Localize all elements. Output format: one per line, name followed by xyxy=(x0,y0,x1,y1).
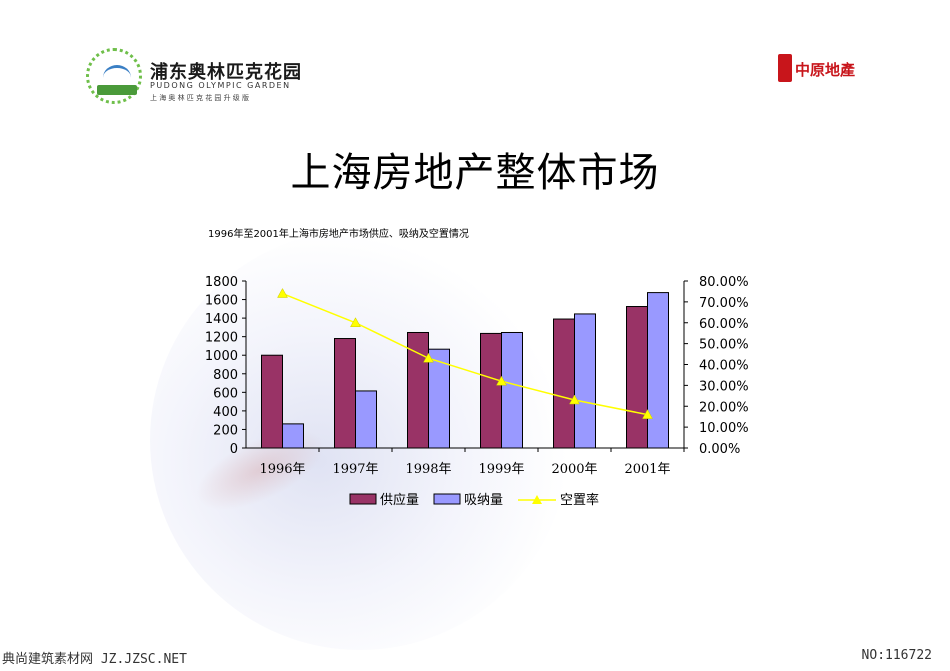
x-tick-label: 1998年 xyxy=(405,462,451,477)
x-tick-label: 1999年 xyxy=(478,462,524,477)
emblem-label xyxy=(97,85,137,95)
y-right-tick-label: 0.00% xyxy=(699,442,740,457)
legend-label: 吸纳量 xyxy=(464,493,503,508)
y-right-tick-label: 30.00% xyxy=(699,379,749,394)
olympic-garden-emblem-icon xyxy=(86,48,142,104)
y-left-tick-label: 800 xyxy=(213,368,238,383)
chart-title: 1996年至2001年上海市房地产市场供应、吸纳及空置情况 xyxy=(208,229,469,240)
y-right-tick-label: 70.00% xyxy=(699,296,749,311)
centaline-emblem-icon xyxy=(778,54,792,82)
y-left-tick-label: 600 xyxy=(213,386,238,401)
y-right-tick-label: 60.00% xyxy=(699,317,749,332)
bar-supply xyxy=(626,306,648,449)
vacancy-rate-line xyxy=(282,292,648,416)
bar-supply xyxy=(334,338,356,449)
legend-label: 供应量 xyxy=(380,492,419,508)
y-left-tick-label: 1400 xyxy=(205,312,238,327)
y-left-tick-label: 1600 xyxy=(205,294,238,309)
y-left-tick-label: 1200 xyxy=(205,331,238,346)
bar-absorption xyxy=(355,390,377,449)
bar-absorption xyxy=(428,348,450,449)
page-title: 上海房地产整体市场 xyxy=(290,150,660,196)
x-tick-label: 1996年 xyxy=(259,462,305,477)
footer-number: NO:116722 xyxy=(861,648,932,663)
vacancy-rate-point xyxy=(569,394,580,405)
bar-absorption xyxy=(647,292,669,449)
vacancy-rate-point xyxy=(350,317,361,327)
bar-supply xyxy=(480,332,502,449)
y-right-tick-label: 50.00% xyxy=(699,338,749,353)
y-left-tick-label: 400 xyxy=(213,405,238,420)
bar-absorption xyxy=(501,331,523,449)
centaline-logo-text: 中原地產 xyxy=(795,61,856,79)
y-right-tick-label: 80.00% xyxy=(699,275,749,290)
y-left-tick-label: 1000 xyxy=(205,349,238,364)
x-tick-label: 2000年 xyxy=(551,462,597,477)
x-tick-label: 2001年 xyxy=(624,462,670,477)
bar-absorption xyxy=(574,313,596,449)
legend-label: 空置率 xyxy=(560,492,599,508)
bar-supply xyxy=(553,318,575,449)
logo-subtitle-cn: 上海奥林匹克花园升级版 xyxy=(150,94,252,102)
y-right-tick-label: 10.00% xyxy=(699,421,749,436)
vacancy-rate-point xyxy=(642,409,653,419)
footer-watermark: 典尚建筑素材网 JZ.JZSC.NET xyxy=(2,652,187,667)
y-left-tick-label: 1800 xyxy=(205,275,238,290)
bar-supply xyxy=(261,354,283,449)
legend-marker xyxy=(532,495,542,504)
bar-absorption xyxy=(282,423,304,449)
logo-title: 浦东奥林匹克花园 xyxy=(150,62,302,83)
legend-swatch xyxy=(433,493,461,505)
y-right-tick-label: 40.00% xyxy=(699,359,749,374)
legend-swatch xyxy=(349,493,377,505)
logo-subtitle-en: PUDONG OLYMPIC GARDEN xyxy=(150,81,291,90)
vacancy-rate-point xyxy=(496,375,507,386)
y-left-tick-label: 200 xyxy=(213,423,238,438)
x-tick-label: 1997年 xyxy=(332,462,378,477)
pudong-olympic-garden-logo: 浦东奥林匹克花园 PUDONG OLYMPIC GARDEN 上海奥林匹克花园升… xyxy=(86,48,306,108)
y-right-tick-label: 20.00% xyxy=(699,400,749,415)
emblem-swoosh xyxy=(103,65,131,90)
y-left-tick-label: 0 xyxy=(230,442,238,457)
vacancy-rate-point xyxy=(277,288,288,298)
vacancy-rate-point xyxy=(423,352,434,363)
